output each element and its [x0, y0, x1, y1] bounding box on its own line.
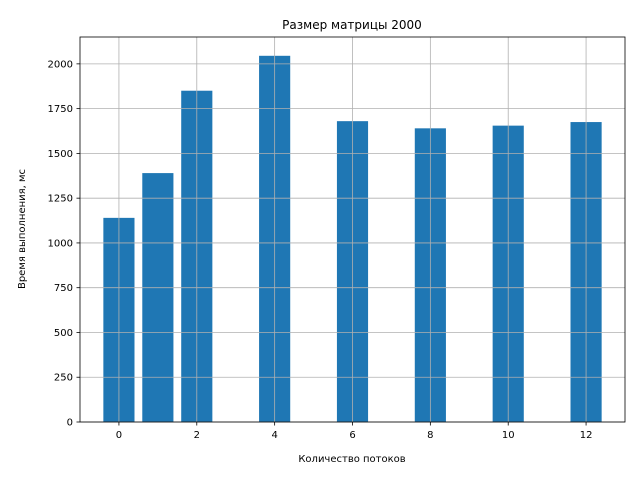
- x-tick-label: 8: [427, 430, 433, 441]
- y-tick-label: 0: [67, 418, 73, 429]
- y-axis-label: Время выполнения, мс: [17, 169, 28, 289]
- x-tick-label: 2: [194, 430, 200, 441]
- x-tick-label: 4: [271, 430, 277, 441]
- y-tick-label: 250: [54, 373, 73, 384]
- y-tick-label: 750: [54, 283, 73, 294]
- y-tick-label: 1000: [48, 238, 73, 249]
- y-tick-label: 2000: [48, 59, 73, 70]
- grid-lines-overlay: [80, 37, 625, 423]
- x-axis-ticks: 0 2 4 6 8 10 12: [116, 422, 593, 441]
- x-axis-label: Количество потоков: [298, 454, 405, 465]
- x-tick-label: 0: [116, 430, 122, 441]
- y-axis-ticks: 0 250 500 750 1000 1250 1500 1750 2000: [48, 59, 80, 429]
- y-tick-label: 1500: [48, 149, 73, 160]
- y-tick-label: 1750: [48, 104, 73, 115]
- x-tick-label: 12: [580, 430, 593, 441]
- chart-title: Размер матрицы 2000: [282, 18, 422, 32]
- y-tick-label: 500: [54, 328, 73, 339]
- bar-1: [142, 173, 174, 422]
- x-tick-label: 10: [502, 430, 515, 441]
- y-tick-label: 1250: [48, 194, 73, 205]
- x-tick-label: 6: [349, 430, 355, 441]
